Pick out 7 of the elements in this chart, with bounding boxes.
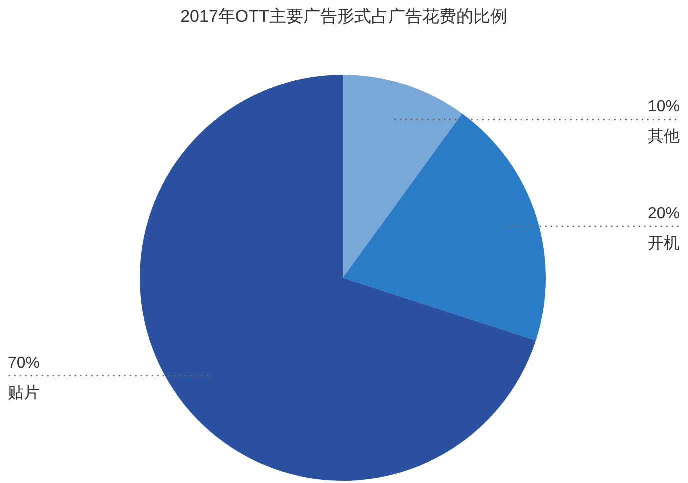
- slice-label: 贴片: [8, 384, 40, 402]
- slice-label: 其他: [648, 128, 680, 146]
- data-label: 70%: [8, 354, 40, 372]
- slice-label: 开机: [648, 234, 680, 253]
- data-label: 20%: [648, 206, 680, 223]
- chart-title: 2017年OTT主要广告形式占广告花费的比例: [180, 7, 508, 26]
- data-label: 10%: [648, 98, 680, 116]
